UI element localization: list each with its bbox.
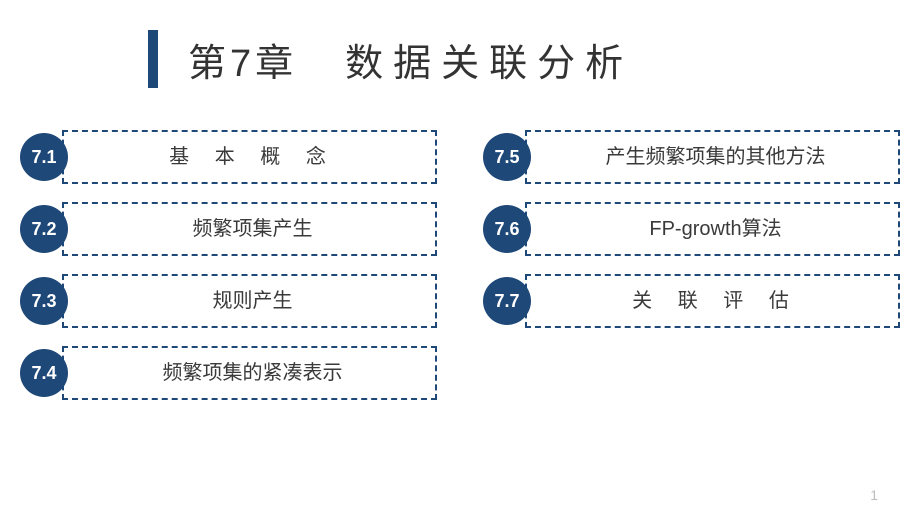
section-label: 关 联 评 估 (525, 274, 900, 328)
chapter-title: 数据关联分析 (345, 32, 633, 87)
section-label: 规则产生 (62, 274, 437, 328)
toc-column-left: 7.1 基 本 概 念 7.2 频繁项集产生 7.3 规则产生 7.4 频繁项集… (20, 130, 437, 418)
section-badge: 7.1 (20, 133, 68, 181)
chapter-number: 第7章 (188, 32, 297, 87)
section-badge: 7.3 (20, 277, 68, 325)
toc-content: 7.1 基 本 概 念 7.2 频繁项集产生 7.3 规则产生 7.4 频繁项集… (20, 130, 900, 418)
section-label: 频繁项集的紧凑表示 (62, 346, 437, 400)
section-badge: 7.6 (483, 205, 531, 253)
section-label: 频繁项集产生 (62, 202, 437, 256)
toc-item: 7.3 规则产生 (20, 274, 437, 328)
toc-item: 7.5 产生频繁项集的其他方法 (483, 130, 900, 184)
section-badge: 7.2 (20, 205, 68, 253)
toc-item: 7.7 关 联 评 估 (483, 274, 900, 328)
section-label: FP-growth算法 (525, 202, 900, 256)
page-number: 1 (870, 487, 878, 503)
section-label: 基 本 概 念 (62, 130, 437, 184)
section-badge: 7.7 (483, 277, 531, 325)
toc-item: 7.4 频繁项集的紧凑表示 (20, 346, 437, 400)
section-badge: 7.5 (483, 133, 531, 181)
toc-item: 7.1 基 本 概 念 (20, 130, 437, 184)
section-badge: 7.4 (20, 349, 68, 397)
title-accent-bar (148, 30, 158, 88)
toc-item: 7.2 频繁项集产生 (20, 202, 437, 256)
toc-item: 7.6 FP-growth算法 (483, 202, 900, 256)
toc-column-right: 7.5 产生频繁项集的其他方法 7.6 FP-growth算法 7.7 关 联 … (483, 130, 900, 418)
chapter-header: 第7章 数据关联分析 (148, 30, 633, 88)
section-label: 产生频繁项集的其他方法 (525, 130, 900, 184)
